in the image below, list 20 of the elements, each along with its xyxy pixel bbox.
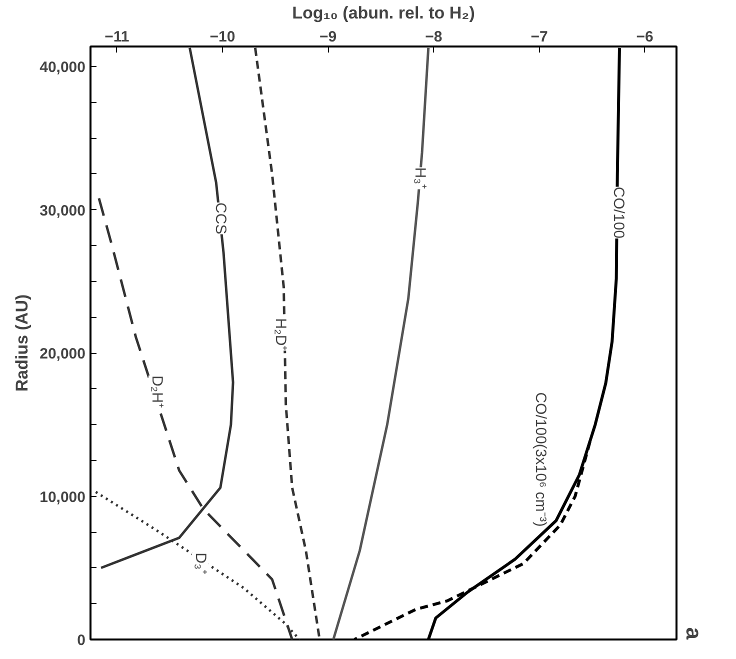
y-tick-label: 10,000 [40,488,86,506]
annotation: H₃⁺ [411,167,428,190]
x-tick-label: −7 [530,28,548,46]
y-tick-label: 30,000 [40,202,86,220]
annotation: CCS [212,202,229,234]
text: a [682,627,706,640]
x-axis-title: Log₁₀ (abun. rel. to H₂) [292,4,475,22]
x-tick-label: −8 [425,28,442,46]
y-tick-label: 40,000 [40,59,86,76]
annotation: CO/100(3x10⁶ cm⁻³) [532,392,549,527]
y-axis-title: Radius (AU) [12,294,32,392]
y-tick-label: 20,000 [40,346,86,363]
y-tick-label: 0 [77,632,86,649]
x-tick-label: −10 [210,28,236,46]
x-tick-label: −11 [104,28,130,46]
annotation: D₃⁺ [192,552,209,575]
annotation: CO/100 [610,186,627,239]
x-tick-label: −9 [320,28,337,46]
x-tick-label: −6 [636,28,654,46]
annotation: D₂H⁺ [148,375,166,408]
